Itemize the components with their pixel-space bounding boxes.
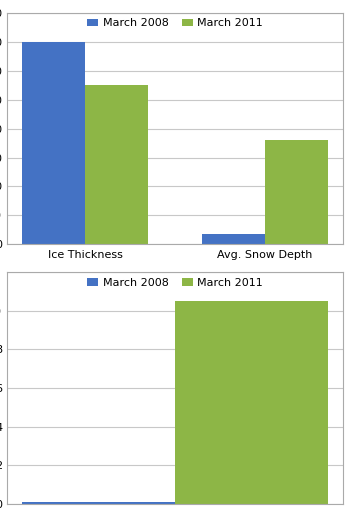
- Legend: March 2008, March 2011: March 2008, March 2011: [83, 273, 267, 292]
- Bar: [202, 234, 265, 244]
- Bar: [85, 85, 148, 244]
- Bar: [175, 301, 328, 504]
- Bar: [22, 502, 175, 504]
- Bar: [265, 140, 328, 244]
- Legend: March 2008, March 2011: March 2008, March 2011: [83, 14, 267, 33]
- Bar: [22, 42, 85, 244]
